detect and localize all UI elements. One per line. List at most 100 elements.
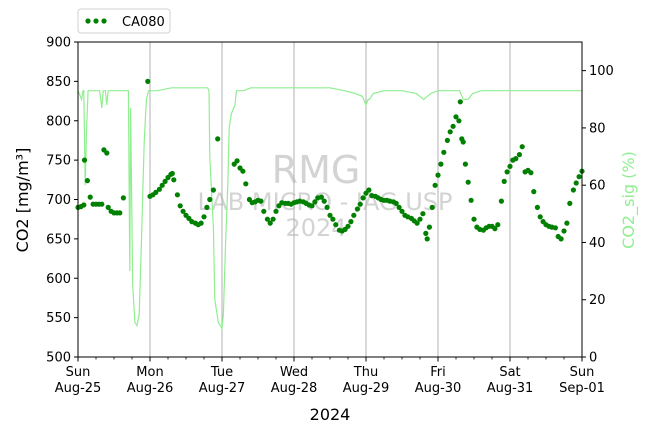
ca080-point-110 <box>429 204 435 210</box>
x-tick-label-day-2: Tue <box>210 365 233 380</box>
series-co2-sig <box>77 87 582 331</box>
ca080-point-107 <box>423 230 429 236</box>
ca080-point-2 <box>81 202 87 208</box>
ca080-point-115 <box>444 137 450 143</box>
legend-box <box>77 8 171 34</box>
x-tick-label-day-7: Sun <box>570 365 595 380</box>
ca080-point-16 <box>117 210 123 216</box>
x-tick-label-day-1: Mon <box>136 365 163 380</box>
ca080-point-111 <box>432 182 438 188</box>
ca080-point-108 <box>424 236 430 242</box>
ca080-point-24 <box>162 178 168 184</box>
ca080-point-55 <box>267 220 273 226</box>
ca080-point-37 <box>198 220 204 226</box>
ca080-point-56 <box>270 216 276 222</box>
y-tick-label-right-5: 100 <box>589 64 614 79</box>
ca080-point-113 <box>438 161 444 167</box>
x-axis: SunAug-25MonAug-26TueAug-27WedAug-28ThuA… <box>55 357 605 396</box>
ca080-point-145 <box>528 170 534 176</box>
x-tick-label-day-6: Sat <box>499 365 520 380</box>
ca080-point-148 <box>537 214 543 220</box>
ca080-point-29 <box>174 192 180 198</box>
y-tick-label-right-2: 40 <box>589 236 606 251</box>
y-tick-label-right-3: 60 <box>589 179 606 194</box>
ca080-point-84 <box>354 206 360 212</box>
ca080-point-133 <box>492 226 498 232</box>
ca080-point-135 <box>498 198 504 204</box>
ca080-point-124 <box>465 179 471 185</box>
ca080-point-122 <box>460 139 466 145</box>
ca080-point-22 <box>156 186 162 192</box>
ca080-point-76 <box>330 216 336 222</box>
x-tick-label-date-1: Aug-26 <box>127 381 174 396</box>
left-axis: 500 550 600 650 700 750 800 850 900 <box>46 36 78 366</box>
ca080-point-161 <box>576 174 582 180</box>
ca080-point-46 <box>240 168 246 174</box>
ca080-point-117 <box>450 123 456 129</box>
ca080-point-141 <box>516 152 523 158</box>
ca080-point-44 <box>234 158 240 164</box>
y-tick-label-left-0: 500 <box>46 351 71 366</box>
x-tick-label-date-6: Aug-31 <box>487 381 534 396</box>
legend-dot-2 <box>101 18 107 24</box>
y-axis-title-right: CO2_sig (%) <box>619 151 639 249</box>
ca080-point-125 <box>468 197 474 203</box>
ca080-point-114 <box>441 149 447 155</box>
y-tick-label-left-6: 800 <box>46 114 71 129</box>
ca080-point-12 <box>105 204 111 210</box>
ca080-point-21 <box>153 189 159 195</box>
ca080-point-81 <box>345 223 351 229</box>
ca080-point-4 <box>84 178 90 184</box>
ca080-point-82 <box>348 219 354 225</box>
ca080-point-9 <box>99 201 105 207</box>
y-tick-label-left-4: 700 <box>46 193 71 208</box>
ca080-point-97 <box>393 200 399 206</box>
ca080-point-41 <box>210 187 216 193</box>
legend-marker-ca080 <box>85 18 107 24</box>
ca080-point-85 <box>357 201 363 207</box>
y-tick-label-left-5: 750 <box>46 154 71 169</box>
y-tick-label-right-1: 20 <box>589 293 606 308</box>
ca080-point-83 <box>351 212 357 218</box>
y-tick-label-left-2: 600 <box>46 272 71 287</box>
ca080-point-159 <box>570 187 577 193</box>
ca080-point-11 <box>104 150 110 156</box>
ca080-point-31 <box>180 208 186 214</box>
watermark-line3: 2024 <box>285 214 346 242</box>
x-tick-label-day-5: Fri <box>430 365 446 380</box>
ca080-point-73 <box>321 198 327 204</box>
ca080-point-53 <box>261 208 267 214</box>
ca080-point-147 <box>534 204 541 210</box>
y-tick-label-left-8: 900 <box>46 36 71 51</box>
ca080-point-18 <box>145 78 151 84</box>
ca080-point-106 <box>420 211 426 217</box>
co2-sig-line <box>77 87 582 331</box>
legend-dot-0 <box>85 18 91 24</box>
x-tick-label-date-4: Aug-29 <box>343 381 390 396</box>
x-tick-label-date-3: Aug-28 <box>271 381 318 396</box>
ca080-point-27 <box>169 170 175 177</box>
ca080-point-5 <box>87 194 93 200</box>
x-tick-label-day-0: Sun <box>66 365 91 380</box>
ca080-point-42 <box>215 136 221 142</box>
ca080-point-70 <box>312 199 318 205</box>
ca080-point-39 <box>204 204 210 210</box>
x-tick-label-day-4: Thu <box>353 365 378 380</box>
grid <box>149 42 511 357</box>
y-tick-label-left-3: 650 <box>46 232 71 247</box>
ca080-point-155 <box>558 236 564 242</box>
x-tick-label-date-2: Aug-27 <box>199 381 246 396</box>
ca080-point-57 <box>273 208 279 214</box>
ca080-point-137 <box>504 169 510 175</box>
ca080-point-99 <box>399 208 405 214</box>
series-ca080 <box>75 78 585 242</box>
ca080-point-74 <box>324 204 330 210</box>
legend-dot-1 <box>93 18 99 24</box>
ca080-point-142 <box>519 144 525 150</box>
ca080-point-112 <box>435 172 441 178</box>
ca080-point-138 <box>507 163 513 169</box>
ca080-point-86 <box>360 195 366 201</box>
ca080-point-140 <box>513 156 519 162</box>
right-axis: 0 20 40 60 80 100 <box>582 64 614 366</box>
